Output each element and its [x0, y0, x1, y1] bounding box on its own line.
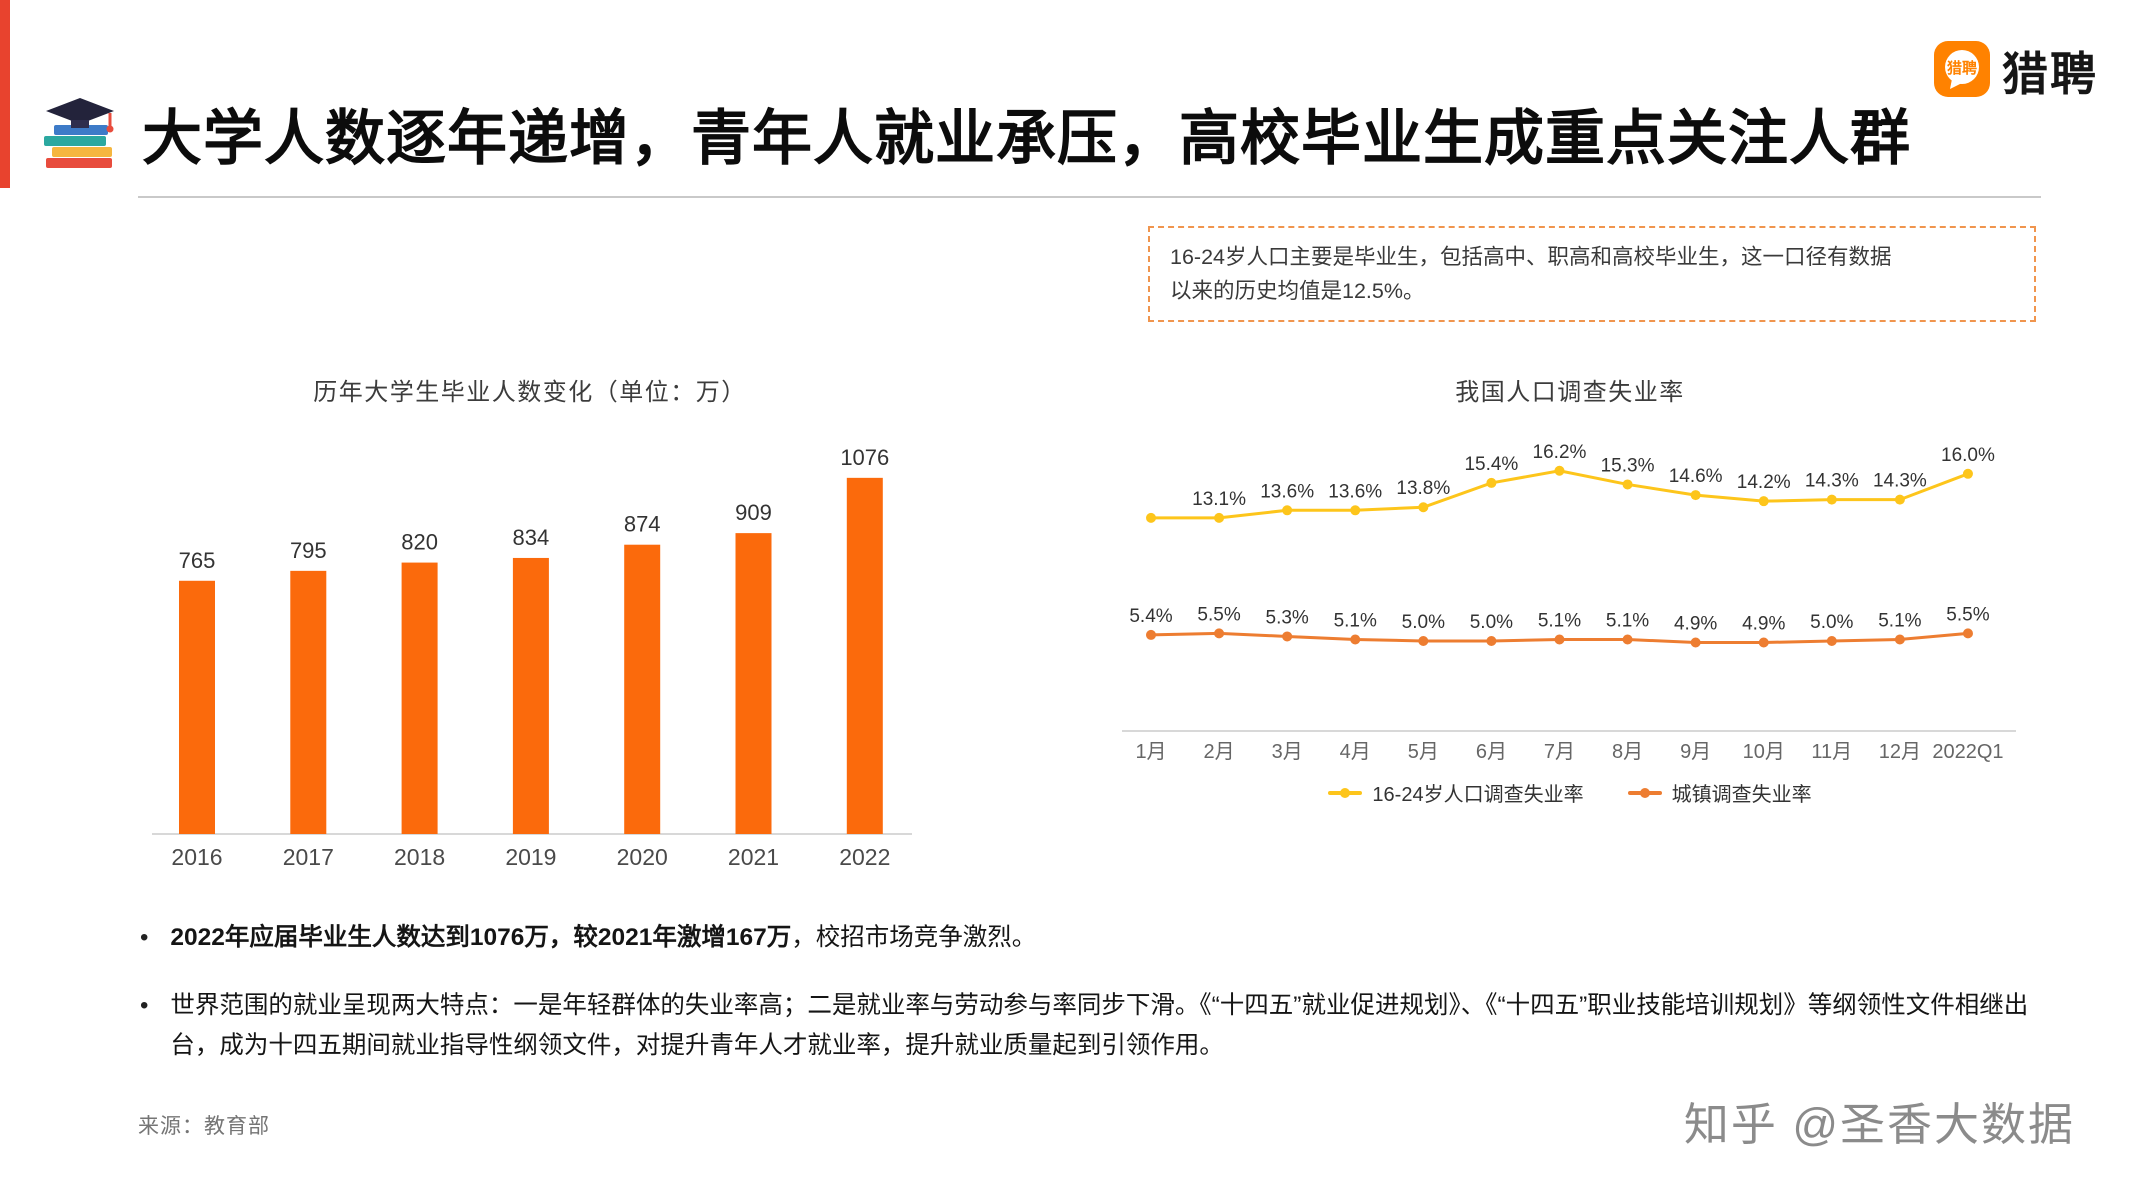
svg-text:2018: 2018 — [394, 844, 445, 870]
svg-text:5.5%: 5.5% — [1197, 604, 1240, 625]
line-chart-legend: 16-24岁人口调查失业率 城镇调查失业率 — [1110, 778, 2030, 807]
svg-text:5.1%: 5.1% — [1606, 610, 1649, 631]
source-note: 来源：教育部 — [138, 1115, 270, 1138]
callout-text-line1: 16-24岁人口主要是毕业生，包括高中、职高和高校毕业生，这一口径有数据 — [1170, 245, 1892, 269]
svg-text:5.0%: 5.0% — [1402, 612, 1445, 633]
line-chart-title: 我国人口调查失业率 — [1455, 379, 1685, 406]
line-chart: 1月 2月 3月 4月 5月 6月 7月 8月 9月 10月 11月 12月 2022Q1 13.1% 13… — [1122, 442, 2016, 763]
svg-text:4.9%: 4.9% — [1674, 614, 1717, 635]
left-accent-bar — [0, 0, 10, 188]
svg-text:14.3%: 14.3% — [1805, 471, 1859, 492]
svg-text:874: 874 — [624, 512, 661, 537]
svg-text:12月: 12月 — [1879, 741, 1921, 763]
svg-text:11月: 11月 — [1811, 741, 1852, 763]
legend-marker-urban — [1627, 786, 1662, 800]
svg-text:2022Q1: 2022Q1 — [1932, 741, 2003, 763]
svg-text:13.1%: 13.1% — [1192, 489, 1246, 510]
svg-text:9月: 9月 — [1680, 741, 1711, 763]
svg-text:1月: 1月 — [1135, 741, 1166, 763]
svg-text:15.4%: 15.4% — [1464, 454, 1518, 475]
svg-text:14.2%: 14.2% — [1737, 472, 1791, 493]
svg-text:15.3%: 15.3% — [1601, 455, 1655, 476]
svg-text:7月: 7月 — [1544, 741, 1575, 763]
svg-text:13.6%: 13.6% — [1260, 481, 1314, 502]
svg-text:5.0%: 5.0% — [1470, 612, 1513, 633]
svg-text:4月: 4月 — [1340, 741, 1371, 763]
page-title: 大学人数逐年递增，青年人就业承压，高校毕业生成重点关注人群 — [142, 105, 1911, 172]
svg-text:765: 765 — [179, 548, 216, 573]
svg-text:10月: 10月 — [1743, 741, 1785, 763]
bar-chart-title: 历年大学生毕业人数变化（单位：万） — [313, 379, 747, 406]
legend-item: 城镇调查失业率 — [1627, 778, 1812, 807]
legend-label: 16-24岁人口调查失业率 — [1372, 784, 1584, 806]
svg-text:834: 834 — [513, 525, 550, 550]
svg-text:2021: 2021 — [728, 844, 779, 870]
bullet-item: • 世界范围的就业呈现两大特点：一是年轻群体的失业率高；二是就业率与劳动参与率同… — [140, 986, 2048, 1066]
svg-text:14.3%: 14.3% — [1873, 471, 1927, 492]
bar-chart: 765 2016 795 2017 820 2018 834 2019 874 2020 909 20… — [152, 445, 912, 870]
svg-text:6月: 6月 — [1476, 741, 1507, 763]
svg-text:13.8%: 13.8% — [1396, 478, 1450, 499]
bullet-text: 2022年应届毕业生人数达到1076万，较2021年激增167万，校招市场竞争激… — [170, 924, 1037, 951]
bullet-marker: • — [140, 992, 149, 1019]
svg-text:16.2%: 16.2% — [1533, 442, 1587, 463]
svg-text:5.3%: 5.3% — [1266, 607, 1309, 628]
svg-text:8月: 8月 — [1612, 741, 1643, 763]
legend-item: 16-24岁人口调查失业率 — [1328, 778, 1584, 807]
svg-text:猎聘: 猎聘 — [1947, 59, 1977, 77]
svg-text:5.4%: 5.4% — [1129, 606, 1172, 627]
svg-text:2月: 2月 — [1204, 741, 1235, 763]
header-divider — [138, 196, 2041, 198]
svg-text:5月: 5月 — [1408, 741, 1439, 763]
svg-text:2016: 2016 — [171, 844, 222, 870]
svg-text:5.1%: 5.1% — [1334, 610, 1377, 631]
svg-text:13.6%: 13.6% — [1328, 481, 1382, 502]
watermark: 知乎 @圣香大数据 — [1683, 1099, 2075, 1150]
svg-text:5.1%: 5.1% — [1878, 610, 1921, 631]
bullet-text: 世界范围的就业呈现两大特点：一是年轻群体的失业率高；二是就业率与劳动参与率同步下… — [170, 992, 2029, 1059]
callout-text-line2: 以来的历史均值是12.5%。 — [1170, 279, 1425, 303]
legend-marker-youth — [1328, 786, 1363, 800]
svg-text:16.0%: 16.0% — [1941, 445, 1995, 466]
liepin-logo: 猎聘 猎聘 — [1934, 38, 2098, 104]
svg-text:820: 820 — [401, 530, 438, 555]
graduation-books-icon — [40, 96, 122, 174]
svg-text:795: 795 — [290, 538, 327, 563]
bullet-item: • 2022年应届毕业生人数达到1076万，较2021年激增167万，校招市场竞… — [140, 918, 2048, 958]
callout-box: 16-24岁人口主要是毕业生，包括高中、职高和高校毕业生，这一口径有数据 以来的… — [1148, 226, 2036, 322]
liepin-badge-icon: 猎聘 — [1934, 40, 1990, 102]
svg-text:4.9%: 4.9% — [1742, 614, 1785, 635]
svg-text:2019: 2019 — [505, 844, 556, 870]
svg-text:2020: 2020 — [617, 844, 668, 870]
svg-text:2017: 2017 — [283, 844, 334, 870]
svg-text:1076: 1076 — [840, 445, 889, 470]
svg-text:909: 909 — [735, 500, 772, 525]
svg-text:5.0%: 5.0% — [1810, 612, 1853, 633]
svg-text:2022: 2022 — [839, 844, 890, 870]
liepin-wordmark: 猎聘 — [2002, 48, 2098, 100]
svg-text:5.1%: 5.1% — [1538, 610, 1581, 631]
svg-text:5.5%: 5.5% — [1946, 604, 1989, 625]
svg-text:3月: 3月 — [1272, 741, 1303, 763]
bullet-marker: • — [140, 924, 149, 951]
svg-text:14.6%: 14.6% — [1669, 466, 1723, 487]
legend-label: 城镇调查失业率 — [1671, 784, 1812, 806]
